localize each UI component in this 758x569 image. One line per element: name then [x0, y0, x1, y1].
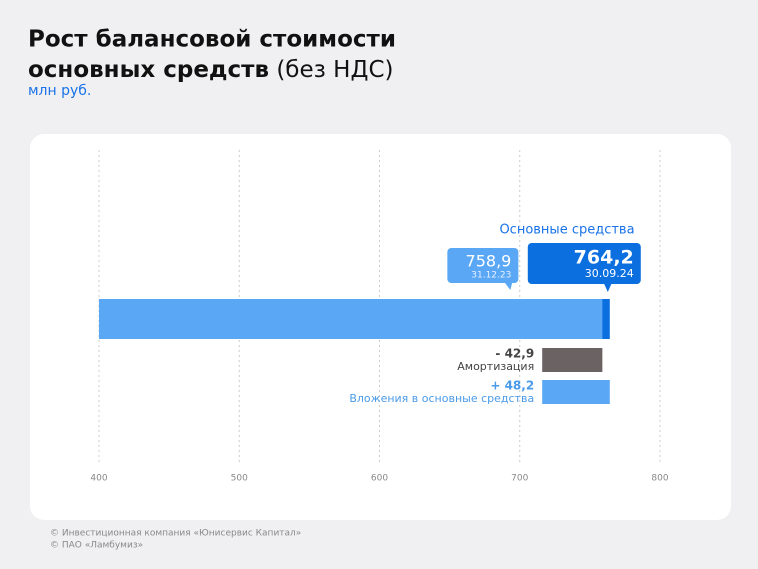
change-name: Вложения в основные средства	[349, 392, 534, 405]
date-label: 31.12.23	[471, 271, 511, 281]
x-tick-label: 700	[511, 474, 528, 484]
subtitle: млн руб.	[28, 83, 91, 99]
title-line: Рост балансовой стоимости	[28, 27, 396, 53]
value-label: 758,9	[466, 252, 512, 271]
change-bar	[542, 348, 603, 372]
footer-note: © ПАО «Ламбумиз»	[50, 541, 143, 551]
value-label: 764,2	[574, 247, 634, 269]
date-label: 30.09.24	[585, 267, 634, 280]
title-line: основных средств	[28, 57, 269, 83]
callout-pointer	[603, 283, 612, 292]
x-tick-label: 400	[90, 474, 107, 484]
callout-pointer	[504, 282, 513, 290]
x-tick-label: 500	[231, 474, 248, 484]
footer-note: © Инвестиционная компания «Юнисервис Кап…	[50, 529, 301, 539]
x-tick-label: 800	[651, 474, 668, 484]
legend-label: Основные средства	[499, 223, 634, 238]
change-name: Амортизация	[457, 360, 534, 373]
change-value-label: - 42,9	[495, 347, 534, 361]
change-bar	[542, 380, 610, 404]
change-value-label: + 48,2	[490, 379, 534, 393]
x-tick-label: 600	[371, 474, 388, 484]
title-line: основных средств (без НДС)	[28, 57, 393, 83]
callout	[527, 243, 641, 284]
callout	[447, 248, 519, 283]
bar	[99, 299, 603, 339]
title-note: (без НДС)	[276, 57, 393, 83]
